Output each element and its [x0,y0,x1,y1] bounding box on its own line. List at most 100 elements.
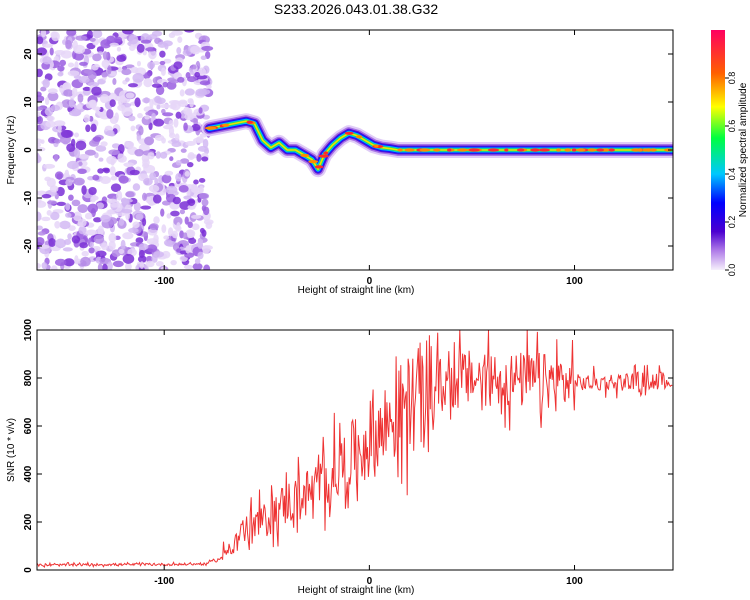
noise-blob [125,191,135,198]
noise-blob [137,113,143,119]
noise-blob [128,115,136,122]
track-peak [457,148,468,152]
noise-blob [149,98,154,109]
noise-blob [37,225,43,231]
noise-blob [115,95,121,101]
track-peak [576,148,586,152]
noise-blob [187,221,193,229]
noise-blob [67,62,75,68]
noise-blob [73,177,85,186]
snr-xlabel: Height of straight line (km) [298,585,415,596]
noise-blob [92,136,102,142]
noise-blob [201,198,209,207]
noise-blob [91,64,99,71]
noise-blob [122,253,135,264]
noise-blob [109,42,119,47]
noise-blob [95,145,107,152]
noise-blob [198,192,210,200]
noise-blob [136,43,145,53]
noise-blob [142,218,147,226]
noise-blob [37,95,45,103]
noise-blob [122,232,134,240]
x-tick-label: 0 [367,276,373,287]
track-peak [565,148,572,152]
noise-blob [112,260,124,268]
noise-blob [132,221,140,229]
track-peak [374,144,379,148]
noise-blob [90,197,96,203]
noise-blob [95,250,107,258]
noise-blob [83,114,91,123]
noise-blob [97,263,103,270]
noise-blob [42,56,52,65]
noise-blob [96,46,105,53]
noise-blob [100,39,112,49]
noise-blob [147,152,155,160]
noise-blob [175,111,182,119]
noise-blob [46,209,52,216]
noise-blob [137,255,147,263]
noise-blob [174,133,180,141]
noise-blob [148,122,153,131]
track-peak [405,148,412,152]
y-tick-label: 0 [23,567,34,573]
noise-blob [179,209,186,215]
noise-blob [93,217,102,223]
track-peak [631,148,641,152]
noise-blob [37,142,41,148]
y-tick-label: 20 [23,48,34,60]
noise-blob [37,106,43,111]
noise-blob [194,258,201,265]
noise-blob [37,36,44,45]
colorbar-tick-label: 0.4 [727,168,737,181]
track-peak [642,148,649,152]
noise-blob [71,87,78,98]
noise-blob [187,198,196,207]
noise-blob [106,155,117,165]
noise-blob [129,169,140,176]
noise-blob [163,239,173,247]
track-peak [608,148,615,152]
noise-blob [138,125,144,136]
noise-blob [206,84,212,90]
noise-blob [171,230,179,239]
track-peak [318,154,329,158]
noise-blob [67,70,80,77]
noise-blob [87,81,100,87]
noise-blob [112,78,117,86]
noise-blob [168,120,174,127]
noise-blob [118,175,129,184]
noise-blob [50,265,58,270]
noise-blob [123,162,135,168]
signal-track [201,113,673,178]
noise-blob [116,54,127,62]
noise-blob [200,55,207,61]
snr-ylabel: SNR (10 * v/v) [6,418,17,482]
noise-blob [155,151,162,159]
noise-blob [198,185,204,194]
noise-blob [151,113,156,119]
track-peak [300,153,310,158]
noise-blob [90,123,97,133]
noise-blob [108,232,117,243]
noise-blob [85,229,98,236]
track-peak [664,148,672,152]
noise-blob [75,35,88,41]
noise-blob [97,225,104,236]
track-peak [596,148,605,152]
noise-blob [153,234,159,243]
noise-blob [129,44,136,52]
y-tick-label: 600 [23,417,34,434]
noise-blob [176,222,181,231]
noise-blob [138,243,149,251]
snr-series-line [37,330,673,568]
noise-blob [84,212,93,220]
noise-blob [78,161,83,167]
noise-blob [48,238,56,247]
noise-blob [190,185,199,193]
x-tick-label: -100 [154,576,174,587]
noise-blob [201,205,207,212]
noise-blob [46,115,55,122]
noise-blob [77,168,87,175]
noise-blob [120,239,126,250]
